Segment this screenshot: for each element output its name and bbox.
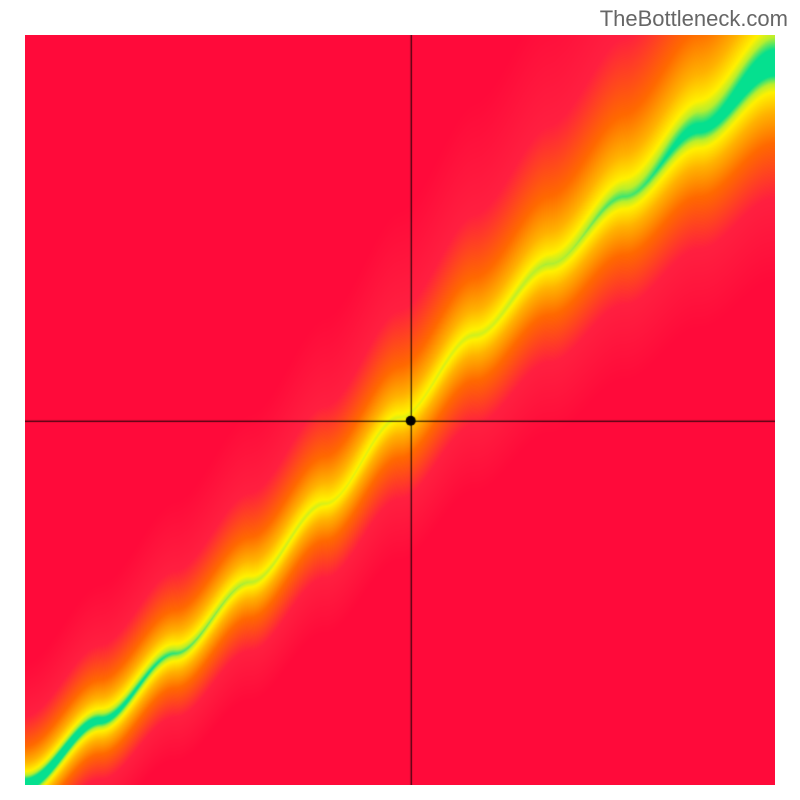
watermark-text: TheBottleneck.com: [600, 6, 788, 32]
heatmap-canvas: [25, 35, 775, 785]
chart-container: TheBottleneck.com: [0, 0, 800, 800]
